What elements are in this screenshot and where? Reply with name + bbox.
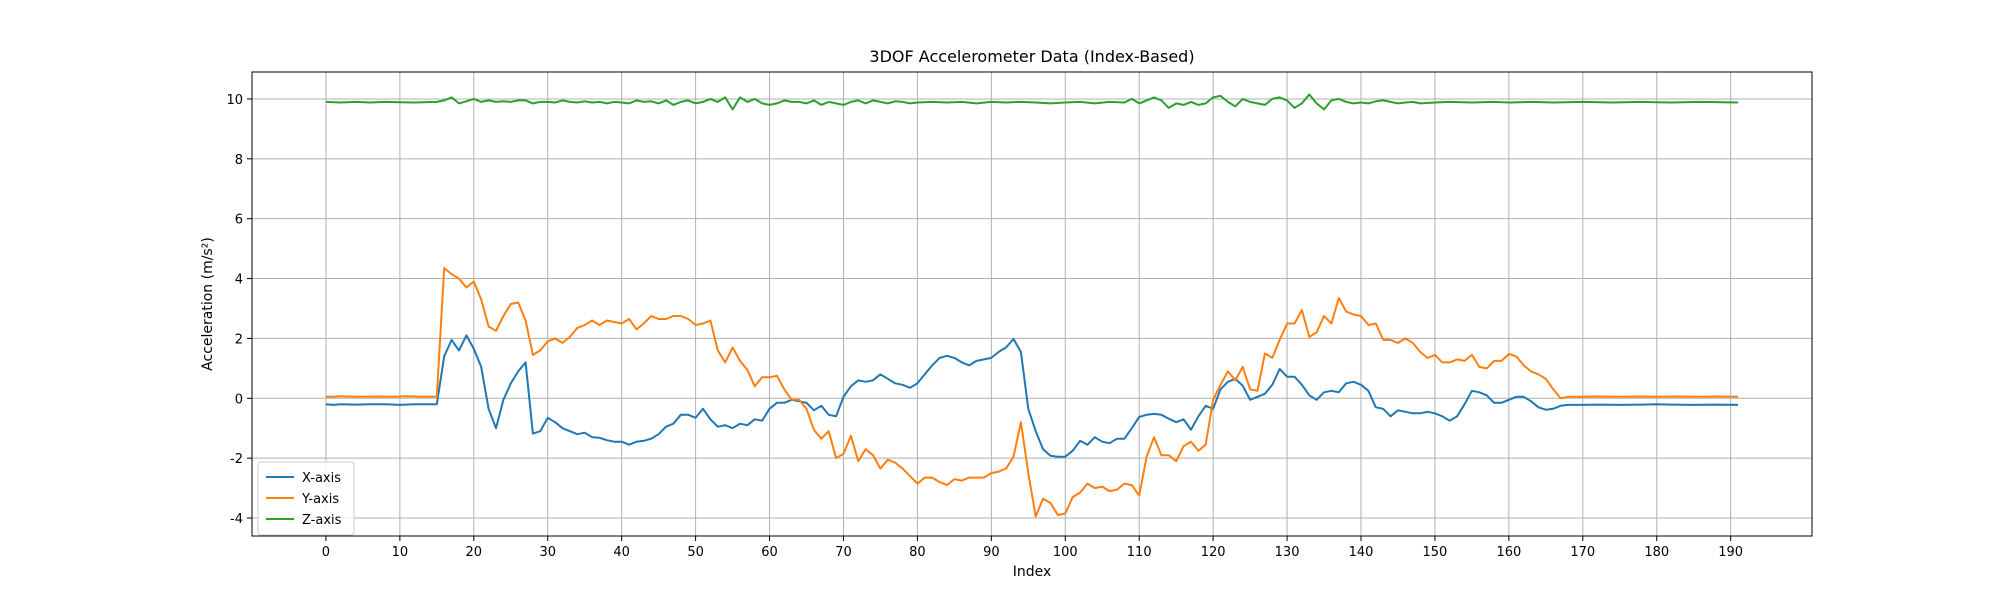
x-tick-label: 30 <box>539 545 556 560</box>
x-tick-label: 100 <box>1053 545 1078 560</box>
x-tick-label: 120 <box>1201 545 1226 560</box>
x-tick-label: 180 <box>1644 545 1669 560</box>
legend: X-axis Y-axis Z-axis <box>257 461 355 536</box>
y-tick-label: -2 <box>230 452 243 467</box>
legend-label: Y-axis <box>301 492 339 507</box>
x-tick-label: 40 <box>613 545 630 560</box>
x-tick-label: 50 <box>687 545 704 560</box>
x-tick-label: 170 <box>1570 545 1595 560</box>
y-tick-label: 4 <box>235 273 243 288</box>
x-tick-label: 90 <box>983 545 1000 560</box>
x-tick-label: 10 <box>392 545 409 560</box>
series-lines <box>325 93 1739 518</box>
y-tick-label: 2 <box>235 332 243 347</box>
plot-area-frame <box>251 71 1813 537</box>
series-line-z-axis <box>325 93 1739 111</box>
x-tick-label: 150 <box>1423 545 1448 560</box>
chart-title: 3DOF Accelerometer Data (Index-Based) <box>869 47 1194 66</box>
x-tick-label: 190 <box>1718 545 1743 560</box>
legend-box <box>257 461 355 536</box>
series-line-y-axis <box>325 267 1739 518</box>
x-tick-label: 20 <box>466 545 483 560</box>
y-axis-label: Acceleration (m/s²) <box>200 237 216 371</box>
x-axis-label: Index <box>1013 564 1052 580</box>
x-tick-label: 160 <box>1496 545 1521 560</box>
x-tick-label: 140 <box>1349 545 1374 560</box>
x-tick-label: 110 <box>1127 545 1152 560</box>
x-tick-label: 130 <box>1275 545 1300 560</box>
y-tick-label: -4 <box>230 512 243 527</box>
y-tick-label: 6 <box>235 213 243 228</box>
x-tick-label: 70 <box>835 545 852 560</box>
y-tick-label: 8 <box>235 153 243 168</box>
y-tick-label: 10 <box>226 93 243 108</box>
legend-label: X-axis <box>302 471 341 486</box>
axis-ticks: 0 10 20 30 40 50 60 70 80 90 100 110 120 130 140 150 160… <box>226 93 1743 560</box>
legend-label: Z-axis <box>302 513 342 528</box>
x-tick-label: 60 <box>761 545 778 560</box>
grid-lines <box>252 72 1812 536</box>
series-line-x-axis <box>325 334 1739 458</box>
x-tick-label: 80 <box>909 545 926 560</box>
y-tick-label: 0 <box>235 392 243 407</box>
x-tick-label: 0 <box>322 545 330 560</box>
